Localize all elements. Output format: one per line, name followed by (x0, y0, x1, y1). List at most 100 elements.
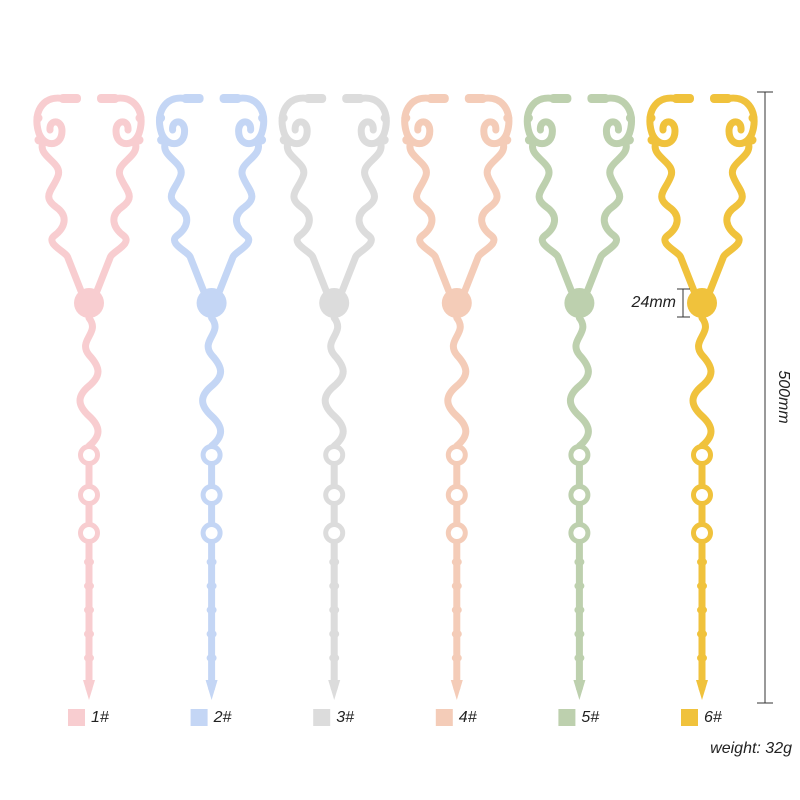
tip (696, 680, 708, 700)
tail (566, 314, 592, 692)
bead (329, 654, 340, 662)
bead (697, 582, 707, 590)
bead (329, 582, 340, 590)
bead (34, 135, 44, 145)
bead (206, 606, 217, 614)
teether-toy (33, 94, 145, 700)
bead (451, 558, 462, 566)
tip (83, 680, 95, 700)
bead (84, 654, 94, 662)
right-arm (338, 94, 390, 295)
ring (78, 484, 100, 506)
left-arm (523, 94, 575, 295)
ring (445, 522, 468, 544)
bead (451, 630, 462, 638)
right-arm (706, 94, 758, 295)
left-arm (156, 94, 208, 295)
color-swatch (68, 709, 85, 726)
ring (78, 522, 100, 544)
bead (84, 630, 94, 638)
ring (445, 484, 468, 506)
teether-toy (523, 94, 635, 700)
teether-toy (156, 94, 268, 700)
disc (74, 288, 104, 318)
disc-dimension (677, 288, 690, 318)
variant-label: 3# (336, 709, 355, 726)
bead (503, 113, 513, 123)
weight-label: weight: 32g (710, 740, 792, 757)
bead (574, 654, 585, 662)
variant-label: 6# (704, 709, 723, 726)
bead (697, 606, 707, 614)
variant-label: 1# (91, 709, 110, 726)
disc (687, 288, 717, 318)
length-label: 500mm (775, 370, 792, 423)
bead (646, 113, 656, 123)
length-dimension (757, 91, 773, 704)
bead (329, 606, 340, 614)
tail (76, 314, 102, 692)
bead (574, 606, 585, 614)
ring (323, 484, 346, 506)
bead (502, 135, 512, 145)
ring (568, 484, 591, 506)
color-swatch (681, 709, 698, 726)
left-arm (33, 94, 85, 295)
bead (401, 113, 411, 123)
teether-toy (401, 94, 513, 700)
disc (319, 288, 350, 318)
bead (379, 135, 389, 145)
color-swatch (313, 709, 331, 726)
bead (697, 558, 707, 566)
bead (206, 582, 217, 590)
teether-toy (278, 94, 390, 700)
hook-tab (672, 94, 694, 103)
ring (691, 484, 713, 506)
tail (689, 314, 715, 692)
ring (200, 522, 223, 544)
hook-tab (219, 94, 242, 103)
bead (279, 135, 289, 145)
variant-label: 4# (459, 709, 478, 726)
bead (134, 135, 144, 145)
hook-tab (59, 94, 81, 103)
right-arm (461, 94, 513, 295)
variant-label: 5# (581, 709, 600, 726)
hook-tab (710, 94, 732, 103)
tip (205, 680, 218, 700)
disc-size-label: 24mm (631, 294, 676, 311)
color-swatch (190, 709, 208, 726)
disc (196, 288, 227, 318)
left-arm (646, 94, 698, 295)
bead (697, 654, 707, 662)
bead (157, 135, 167, 145)
hook-tab (587, 94, 610, 103)
bead (451, 654, 462, 662)
ring (323, 444, 346, 466)
bead (574, 630, 585, 638)
left-arm (278, 94, 330, 295)
right-arm (583, 94, 635, 295)
tail (444, 314, 470, 692)
bead (625, 113, 635, 123)
bead (258, 113, 268, 123)
disc (564, 288, 595, 318)
right-arm (93, 94, 145, 295)
bead (523, 113, 533, 123)
bead (380, 113, 390, 123)
ring (568, 522, 591, 544)
ring (200, 444, 223, 466)
bead (647, 135, 657, 145)
bead (33, 113, 43, 123)
hook-tab (181, 94, 204, 103)
toys: 1# 2# 3# 4# 5# 6# (33, 94, 758, 726)
tip (328, 680, 341, 700)
variant-label: 2# (213, 709, 233, 726)
bead (257, 135, 267, 145)
bead (624, 135, 634, 145)
hook-tab (304, 94, 327, 103)
bead (451, 606, 462, 614)
hook-tab (549, 94, 572, 103)
